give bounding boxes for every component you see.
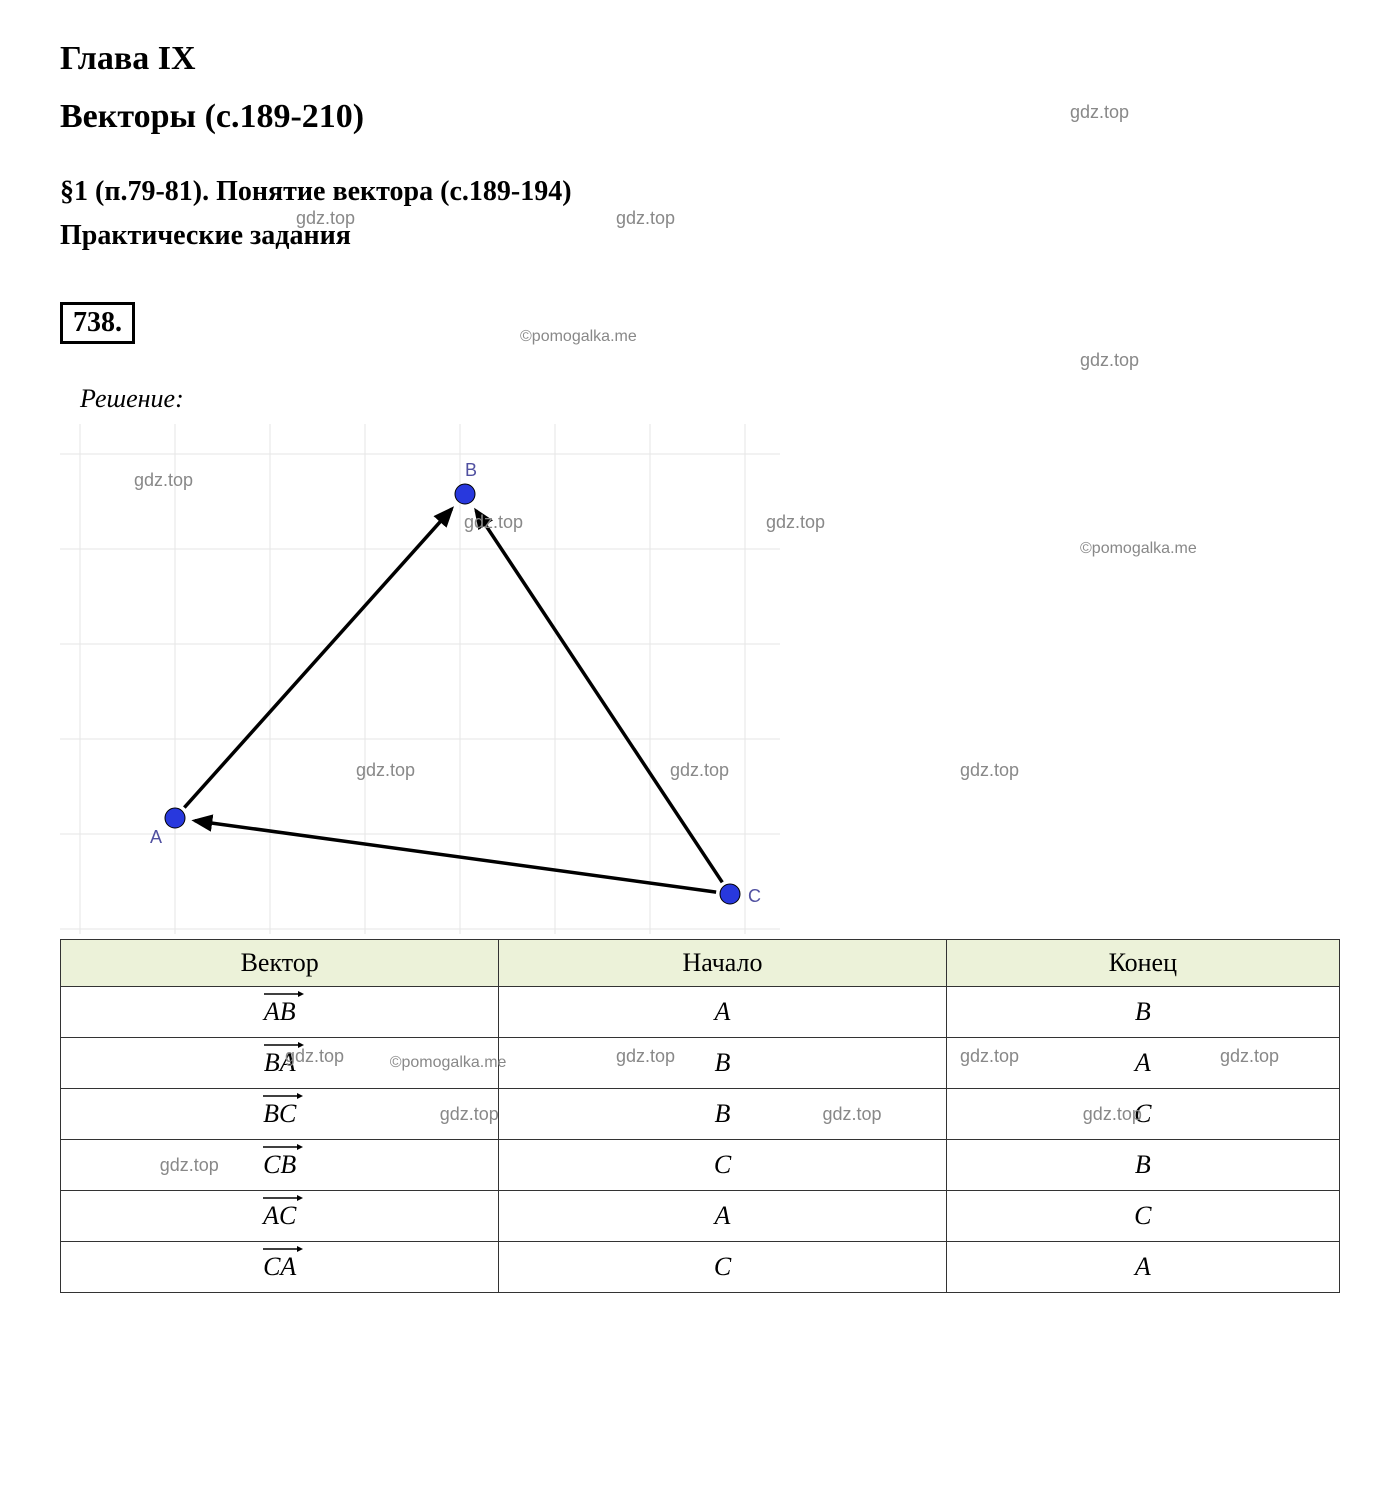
vector-cell: BCgdz.top <box>61 1089 499 1140</box>
section-title: Векторы (с.189-210) <box>60 98 1340 136</box>
end-cell: B <box>946 987 1339 1038</box>
end-cell: A <box>946 1242 1339 1293</box>
vector-cell: CBgdz.top <box>61 1140 499 1191</box>
chapter-title: Глава IX <box>60 40 1340 78</box>
vector-cell: BA©pomogalka.me <box>61 1038 499 1089</box>
table-row: CACA <box>61 1242 1340 1293</box>
watermark-pomogalka: ©pomogalka.me <box>390 1054 507 1072</box>
subsection2-title: Практические задания <box>60 220 1340 252</box>
start-cell: Bgdz.top <box>499 1089 946 1140</box>
table-header-cell: Начало <box>499 940 946 987</box>
start-cell: B <box>499 1038 946 1089</box>
start-cell: A <box>499 987 946 1038</box>
solution-label: Решение: <box>80 384 1340 414</box>
table-header-cell: Конец <box>946 940 1339 987</box>
vector-cell: AB <box>61 987 499 1038</box>
table-header-row: ВекторНачалоКонец <box>61 940 1340 987</box>
page-wrapper: Глава IX Векторы (с.189-210) §1 (п.79-81… <box>60 40 1340 1293</box>
watermark-gdz: gdz.top <box>440 1104 499 1125</box>
problem-number-box: 738. <box>60 302 1340 384</box>
table-header-cell: Вектор <box>61 940 499 987</box>
svg-text:C: C <box>748 886 761 906</box>
vector-cell: AC <box>61 1191 499 1242</box>
table-row: BCgdz.topBgdz.topCgdz.top <box>61 1089 1340 1140</box>
start-cell: A <box>499 1191 946 1242</box>
subsection-title: §1 (п.79-81). Понятие вектора (с.189-194… <box>60 176 1340 208</box>
table-row: CBgdz.topCB <box>61 1140 1340 1191</box>
end-cell: B <box>946 1140 1339 1191</box>
watermark-pomogalka: ©pomogalka.me <box>1080 540 1197 558</box>
start-cell: C <box>499 1140 946 1191</box>
table-body: ABABBA©pomogalka.meBABCgdz.topBgdz.topCg… <box>61 987 1340 1293</box>
watermark-gdz: gdz.top <box>823 1104 882 1125</box>
end-cell: Cgdz.top <box>946 1089 1339 1140</box>
watermark-gdz: gdz.top <box>1083 1104 1142 1125</box>
table-row: BA©pomogalka.meBA <box>61 1038 1340 1089</box>
watermark-gdz: gdz.top <box>160 1155 219 1176</box>
start-cell: C <box>499 1242 946 1293</box>
watermark-gdz: gdz.top <box>960 760 1019 781</box>
table-row: ACAC <box>61 1191 1340 1242</box>
table-row: ABAB <box>61 987 1340 1038</box>
triangle-diagram: A B C <box>60 424 780 934</box>
vector-cell: CA <box>61 1242 499 1293</box>
vector-table: ВекторНачалоКонец ABABBA©pomogalka.meBAB… <box>60 939 1340 1293</box>
end-cell: A <box>946 1038 1339 1089</box>
svg-text:B: B <box>465 460 477 480</box>
svg-text:A: A <box>150 827 162 847</box>
end-cell: C <box>946 1191 1339 1242</box>
diagram-svg: A B C <box>60 424 780 934</box>
problem-number: 738. <box>60 302 135 344</box>
